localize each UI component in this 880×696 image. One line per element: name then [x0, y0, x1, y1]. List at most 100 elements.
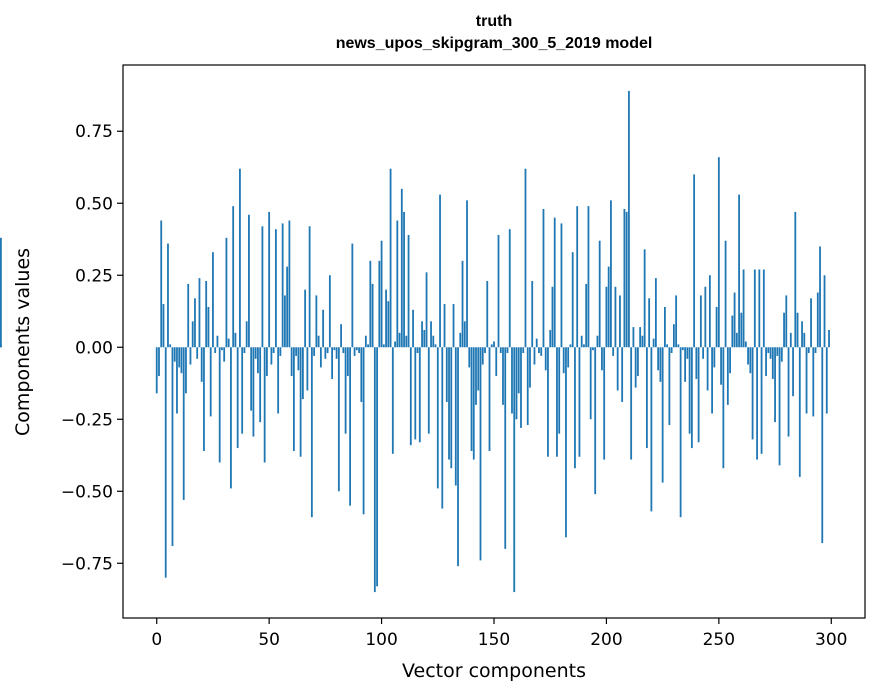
bar [400, 188, 403, 348]
bar [771, 347, 774, 379]
bar [628, 90, 630, 348]
bar [443, 304, 446, 348]
bar [250, 347, 253, 411]
y-tick-label: 0.50 [75, 194, 113, 214]
bar [677, 344, 680, 348]
bar [416, 347, 419, 354]
bar [632, 327, 635, 348]
bar [245, 321, 248, 348]
bar [538, 347, 540, 354]
bar [668, 347, 671, 426]
bar [605, 286, 608, 348]
bar [565, 347, 567, 538]
bar [657, 347, 660, 371]
bar [551, 286, 554, 348]
bar [778, 347, 781, 466]
bar [275, 229, 277, 348]
bar [646, 347, 648, 449]
bar [450, 347, 453, 469]
bar [549, 329, 552, 348]
y-tick-label: 0.25 [75, 266, 113, 286]
bar [715, 306, 718, 348]
bar [603, 347, 606, 460]
bar [810, 298, 812, 348]
bar [205, 281, 208, 348]
bar [706, 347, 709, 391]
bar [367, 344, 369, 348]
bar [502, 347, 504, 405]
x-tick-label: 300 [815, 630, 847, 650]
bar [301, 347, 304, 400]
bar [221, 347, 223, 351]
bar [504, 347, 507, 549]
bar [236, 347, 239, 449]
bar [726, 347, 729, 405]
x-axis-label: Vector components [402, 660, 586, 682]
bar [488, 347, 491, 451]
bar [209, 347, 212, 417]
bar [720, 347, 722, 385]
bar [470, 347, 473, 451]
bar [540, 347, 543, 356]
bar [699, 295, 702, 348]
bar [479, 347, 482, 561]
bar [598, 240, 601, 348]
bar [713, 347, 716, 368]
bar [769, 347, 772, 359]
bar [819, 246, 821, 348]
bar [169, 344, 172, 348]
bar [263, 347, 266, 463]
bar [522, 347, 525, 354]
bar [176, 347, 178, 414]
bar [821, 347, 824, 544]
bar [272, 347, 275, 354]
bar [610, 200, 612, 348]
bar [430, 321, 432, 348]
bar [234, 332, 237, 348]
bar [218, 347, 221, 463]
bar [630, 347, 633, 460]
bar [751, 347, 754, 440]
bar [639, 327, 642, 348]
bar [454, 347, 457, 486]
bar [310, 347, 313, 518]
bar [252, 347, 255, 437]
bar [511, 347, 513, 414]
bar [765, 347, 767, 377]
bar [823, 275, 826, 348]
y-tick-label: −0.75 [61, 554, 113, 574]
bar [619, 295, 621, 348]
bar [828, 329, 830, 348]
bar [758, 269, 761, 348]
bar [776, 347, 779, 356]
bar [407, 234, 410, 348]
bar [567, 347, 570, 368]
chart-subtitle: news_upos_skipgram_300_5_2019 model [335, 35, 653, 52]
bar [663, 306, 666, 348]
bar [684, 347, 687, 382]
bar [787, 347, 790, 437]
bar [187, 283, 190, 348]
bar [814, 347, 817, 354]
bar [816, 292, 819, 348]
bar [344, 347, 347, 434]
y-tick-label: −0.25 [61, 410, 113, 430]
x-tick-label: 250 [703, 630, 735, 650]
bar [515, 347, 518, 420]
y-tick-label: 0.75 [75, 122, 113, 142]
bar [612, 347, 615, 356]
bar [695, 347, 698, 379]
bar [666, 344, 669, 348]
y-axis-ticks: −0.75 −0.50 −0.25 0.00 0.25 0.50 0.75 [61, 122, 123, 574]
bar [216, 335, 219, 348]
bar [650, 347, 653, 512]
bar [641, 335, 644, 348]
bar [785, 295, 788, 348]
bar [173, 347, 176, 362]
bar [328, 275, 331, 348]
bar [690, 347, 693, 449]
bar [457, 347, 459, 567]
bar [346, 347, 349, 377]
bar [679, 347, 682, 518]
bar [477, 347, 480, 391]
